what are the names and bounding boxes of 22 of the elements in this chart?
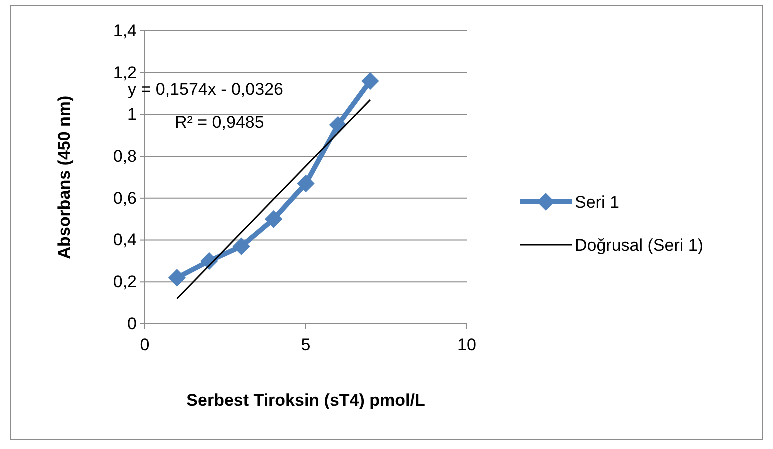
point — [362, 72, 380, 90]
point — [297, 174, 315, 193]
point — [264, 210, 283, 228]
y-tick-label: 0,2 — [113, 272, 137, 292]
legend-label: Doğrusal (Seri 1) — [575, 236, 704, 255]
x-tick-label: 0 — [140, 336, 150, 355]
y-tick-label: 0,8 — [113, 147, 137, 166]
y-tick-label: 0 — [128, 314, 137, 334]
annotation: y = 0,1574x - 0,0326 — [128, 80, 284, 99]
point — [232, 238, 250, 256]
y-tick-label: 1,2 — [113, 63, 137, 82]
x-tick-label: 10 — [458, 336, 476, 355]
y-tick-label: 0,4 — [113, 230, 137, 250]
y-tick-label: 1,4 — [113, 21, 137, 40]
y-tick-label: 0,6 — [113, 188, 137, 208]
point — [168, 269, 186, 287]
legend-label: Seri 1 — [575, 193, 620, 212]
y-tick-label: 1 — [128, 105, 137, 124]
x-tick-label: 5 — [301, 336, 311, 355]
x-axis-title: Serbest Tiroksin (sT4) pmol/L — [186, 391, 426, 410]
y-axis-title: Absorbans (450 nm) — [55, 96, 74, 260]
annotation: R² = 0,9485 — [175, 113, 264, 132]
